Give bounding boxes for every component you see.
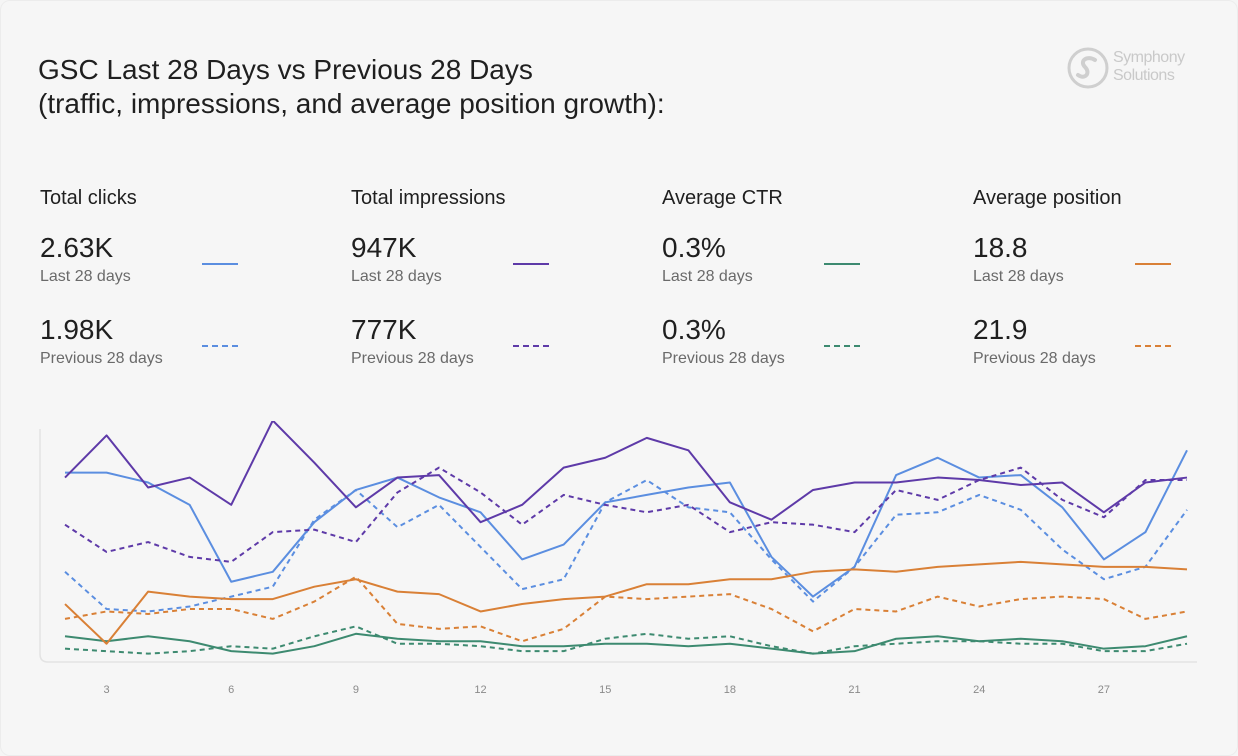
symphony-swirl-icon xyxy=(1067,47,1109,89)
metric-period-label: Previous 28 days xyxy=(40,350,163,367)
page-title: GSC Last 28 Days vs Previous 28 Days xyxy=(38,54,533,85)
metric-previous-period: 777K Previous 28 days xyxy=(351,314,591,396)
chart-series xyxy=(64,421,1188,655)
metric-period-label: Last 28 days xyxy=(351,268,442,285)
legend-dashed-line xyxy=(202,345,238,347)
metric-title: Total impressions xyxy=(351,187,506,209)
legend-solid-line xyxy=(1135,263,1171,265)
metric-value: 21.9 xyxy=(973,314,1028,345)
metric-title: Average position xyxy=(973,187,1122,209)
x-tick-label: 27 xyxy=(1098,684,1110,696)
series-line-average-position-previous xyxy=(64,575,1188,643)
metric-total-clicks: Total clicks 2.63K Last 28 days 1.98K Pr… xyxy=(40,183,280,396)
chart-x-ticks: 3 6 9 12 15 18 21 24 27 xyxy=(103,684,1110,696)
metric-value: 2.63K xyxy=(40,232,114,263)
legend-solid-line xyxy=(202,263,238,265)
metric-last-period: 18.8 Last 28 days xyxy=(973,232,1213,314)
series-line-total-impressions-last xyxy=(64,421,1188,524)
metric-last-period: 2.63K Last 28 days xyxy=(40,232,280,314)
metric-value: 0.3% xyxy=(662,314,726,345)
x-tick-label: 18 xyxy=(724,684,736,696)
metric-value: 777K xyxy=(351,314,417,345)
logo-text-line2: Solutions xyxy=(1113,67,1175,84)
x-tick-label: 21 xyxy=(848,684,860,696)
metric-title: Total clicks xyxy=(40,187,137,209)
metric-value: 0.3% xyxy=(662,232,726,263)
logo-text-line1: Symphony xyxy=(1113,49,1185,66)
chart-axes xyxy=(39,429,1197,663)
metric-period-label: Last 28 days xyxy=(40,268,131,285)
x-tick-label: 24 xyxy=(973,684,985,696)
metric-previous-period: 21.9 Previous 28 days xyxy=(973,314,1213,396)
chart-baseline xyxy=(39,429,1197,663)
metric-average-position: Average position 18.8 Last 28 days 21.9 … xyxy=(973,183,1213,396)
legend-dashed-line xyxy=(1135,345,1171,347)
metric-period-label: Last 28 days xyxy=(973,268,1064,285)
metric-period-label: Last 28 days xyxy=(662,268,753,285)
metric-period-label: Previous 28 days xyxy=(973,350,1096,367)
metric-value: 947K xyxy=(351,232,417,263)
line-chart: 3 6 9 12 15 18 21 24 27 xyxy=(39,421,1197,696)
metric-last-period: 947K Last 28 days xyxy=(351,232,591,314)
x-tick-label: 12 xyxy=(474,684,486,696)
x-tick-label: 9 xyxy=(353,684,359,696)
series-line-average-ctr-last xyxy=(64,632,1188,655)
x-tick-label: 3 xyxy=(103,684,109,696)
legend-solid-line xyxy=(824,263,860,265)
series-line-average-position-last xyxy=(64,560,1188,645)
metric-value: 1.98K xyxy=(40,314,114,345)
header: GSC Last 28 Days vs Previous 28 Days (tr… xyxy=(38,53,665,121)
metric-title: Average CTR xyxy=(662,187,783,209)
metric-period-label: Previous 28 days xyxy=(351,350,474,367)
metric-previous-period: 0.3% Previous 28 days xyxy=(662,314,902,396)
metric-total-impressions: Total impressions 947K Last 28 days 777K… xyxy=(351,183,591,396)
series-line-average-ctr-previous xyxy=(64,625,1188,655)
metric-value: 18.8 xyxy=(973,232,1028,263)
logo-text: Symphony Solutions xyxy=(1113,49,1185,85)
series-line-total-impressions-previous xyxy=(64,466,1187,563)
company-logo: Symphony Solutions xyxy=(1067,47,1207,91)
x-tick-label: 6 xyxy=(228,684,234,696)
x-tick-label: 15 xyxy=(599,684,611,696)
metric-average-ctr: Average CTR 0.3% Last 28 days 0.3% Previ… xyxy=(662,183,902,396)
metric-previous-period: 1.98K Previous 28 days xyxy=(40,314,280,396)
series-line-total-clicks-last xyxy=(65,449,1188,598)
legend-solid-line xyxy=(513,263,549,265)
metric-period-label: Previous 28 days xyxy=(662,350,785,367)
legend-dashed-line xyxy=(824,345,860,347)
legend-dashed-line xyxy=(513,345,549,347)
metric-last-period: 0.3% Last 28 days xyxy=(662,232,902,314)
page-subtitle: (traffic, impressions, and average posit… xyxy=(38,88,665,119)
series-line-total-clicks-previous xyxy=(64,479,1188,613)
